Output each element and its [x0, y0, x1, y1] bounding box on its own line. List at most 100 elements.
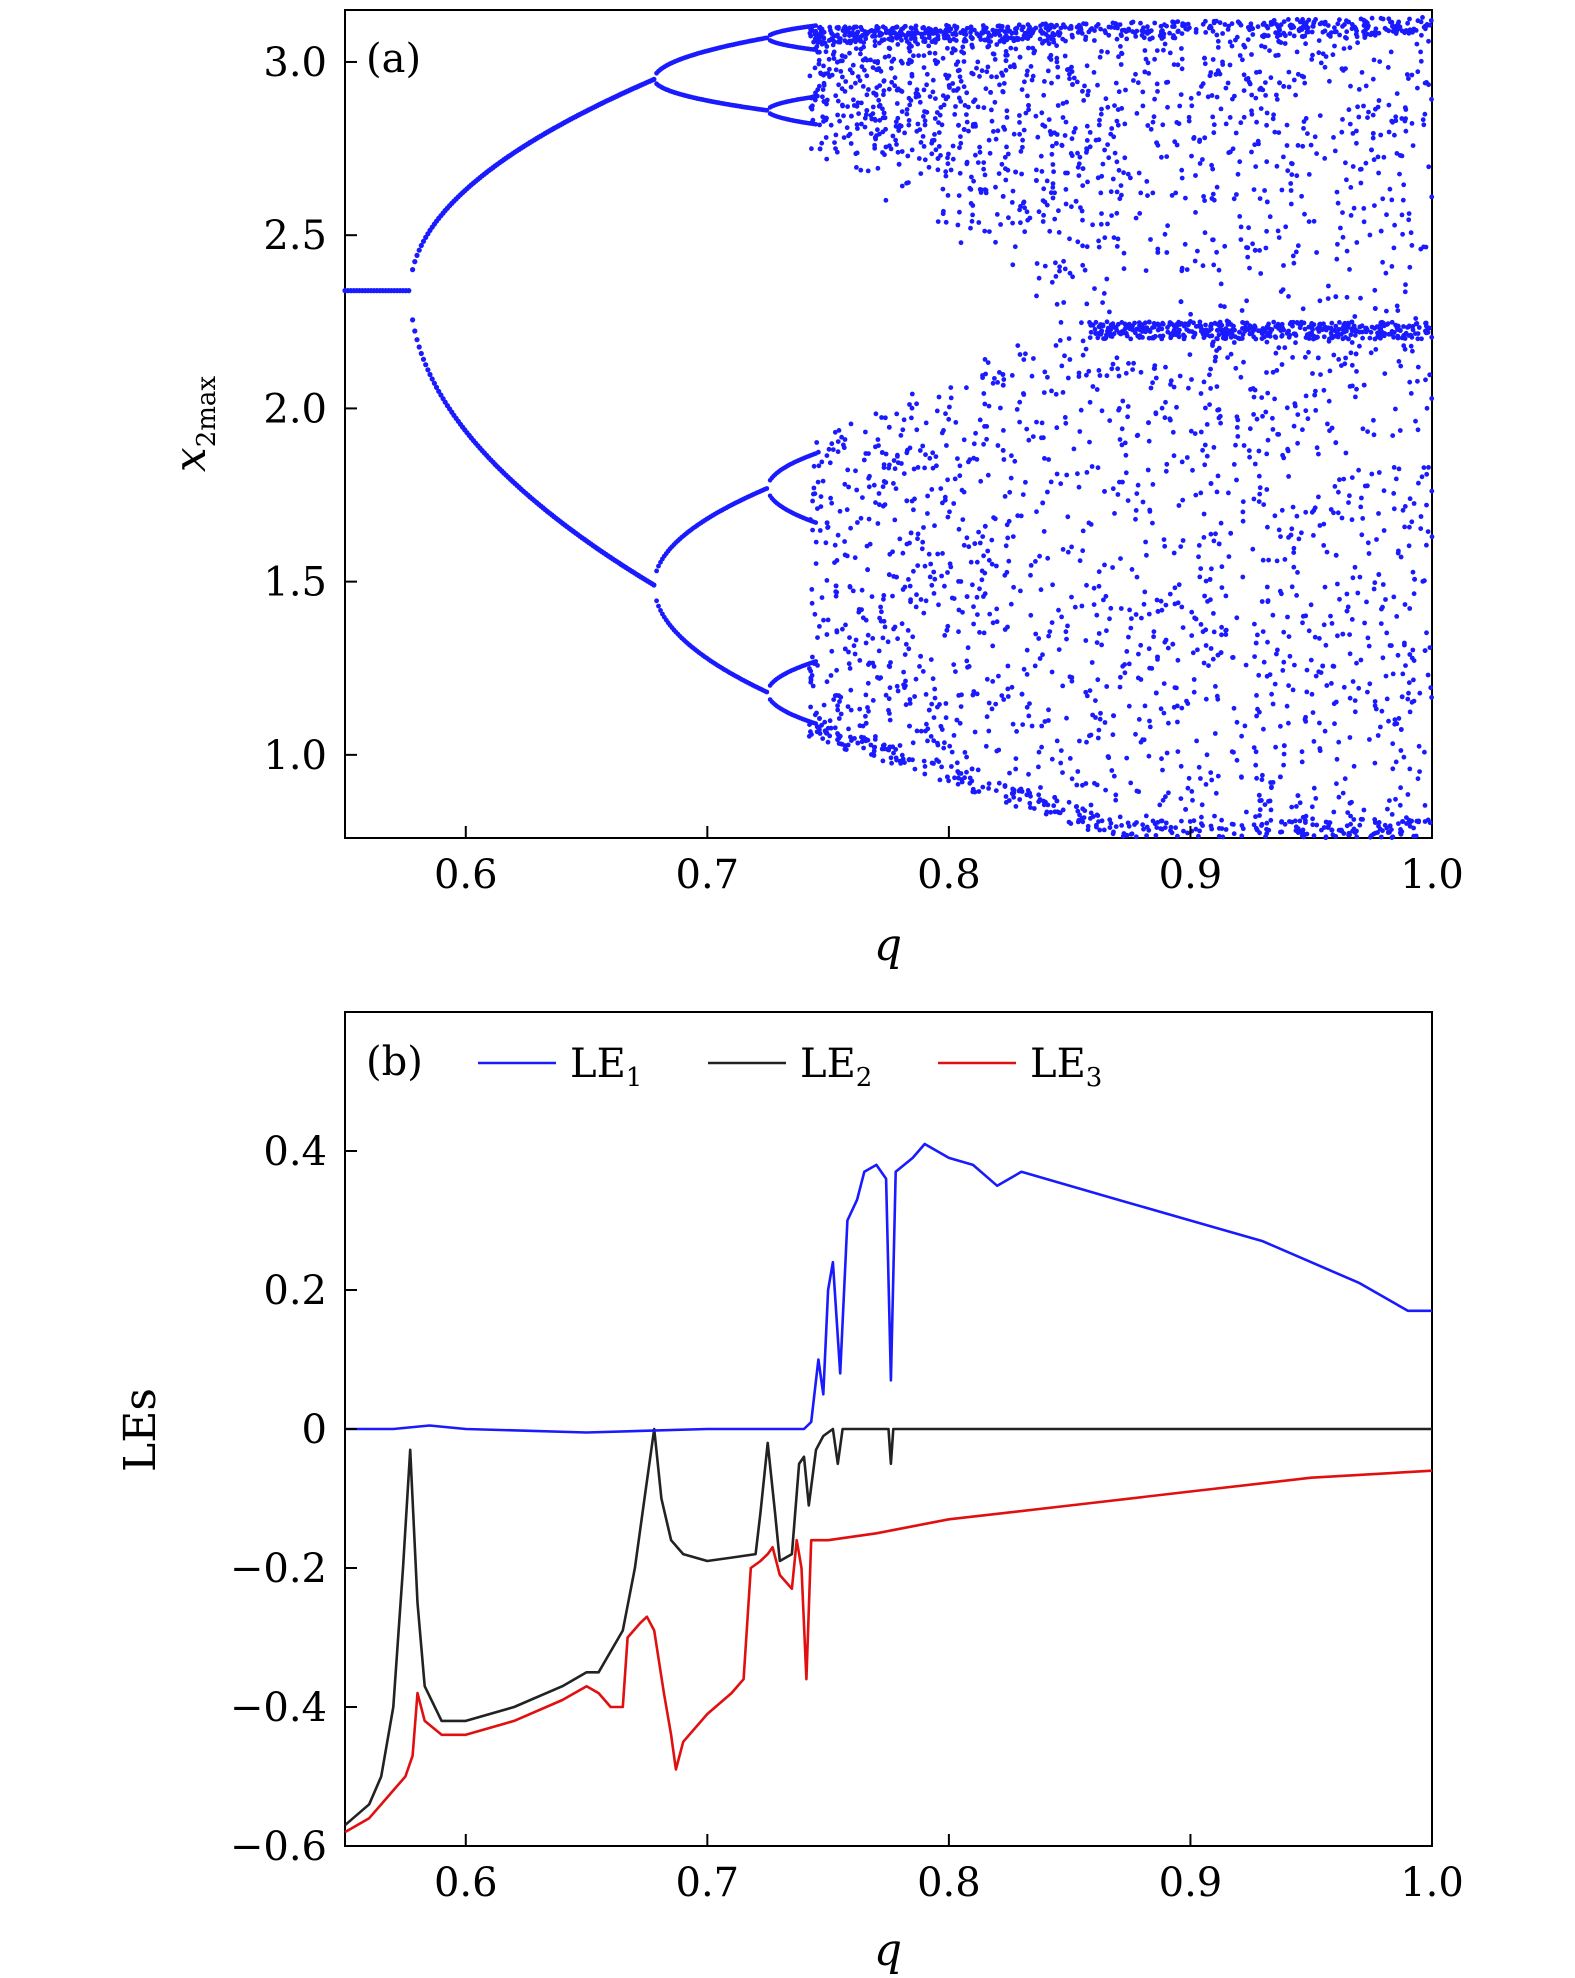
- bifurcation-point: [971, 441, 977, 447]
- bifurcation-point: [1275, 321, 1281, 327]
- bifurcation-point: [906, 30, 911, 36]
- bifurcation-point: [1372, 703, 1378, 709]
- bifurcation-point: [1191, 689, 1197, 695]
- bifurcation-point: [1087, 733, 1092, 739]
- bifurcation-point: [1392, 717, 1398, 722]
- bifurcation-point: [836, 428, 842, 433]
- bifurcation-point: [1058, 320, 1064, 325]
- bifurcation-point: [1209, 566, 1214, 572]
- bifurcation-point: [941, 745, 947, 751]
- bifurcation-point: [1153, 690, 1159, 696]
- bifurcation-point: [1231, 705, 1237, 711]
- bifurcation-point: [1076, 484, 1082, 490]
- bifurcation-point: [1049, 756, 1055, 762]
- bifurcation-point: [1048, 479, 1054, 485]
- bifurcation-point: [1257, 807, 1263, 813]
- bifurcation-point: [1353, 351, 1359, 357]
- bifurcation-point: [1291, 545, 1297, 551]
- bifurcation-point: [1274, 30, 1280, 36]
- bifurcation-point: [1207, 333, 1213, 339]
- bifurcation-point: [832, 140, 837, 146]
- bifurcation-point: [1300, 306, 1306, 312]
- bifurcation-point: [1167, 591, 1173, 597]
- bifurcation-point: [1421, 122, 1427, 128]
- bifurcation-point: [1337, 320, 1342, 325]
- bifurcation-point: [1202, 198, 1207, 204]
- bifurcation-point: [1196, 91, 1202, 96]
- bifurcation-point: [1026, 45, 1031, 51]
- bifurcation-point: [1312, 634, 1318, 640]
- bifurcation-point: [1361, 103, 1366, 109]
- bifurcation-point: [952, 30, 958, 35]
- bifurcation-point: [1345, 604, 1351, 610]
- bifurcation-point: [1342, 361, 1348, 367]
- bifurcation-point: [1223, 85, 1229, 91]
- bifurcation-point: [870, 65, 876, 70]
- bifurcation-point: [924, 82, 929, 88]
- bifurcation-point: [951, 501, 957, 506]
- bifurcation-point: [1325, 23, 1331, 28]
- bifurcation-point: [1328, 30, 1334, 35]
- bifurcation-point: [1050, 195, 1056, 201]
- bifurcation-point: [1288, 181, 1294, 186]
- bifurcation-point: [808, 668, 814, 674]
- bifurcation-point: [1030, 73, 1036, 79]
- bifurcation-point: [1025, 788, 1031, 793]
- bifurcation-point: [1195, 248, 1200, 254]
- bifurcation-point: [1133, 612, 1139, 617]
- bifurcation-point: [1040, 21, 1046, 27]
- bifurcation-point: [1189, 609, 1195, 615]
- bifurcation-point: [942, 740, 947, 746]
- bifurcation-point: [1204, 752, 1210, 758]
- bifurcation-point: [1278, 40, 1284, 45]
- bifurcation-point: [967, 457, 973, 462]
- bifurcation-point: [1354, 328, 1360, 334]
- bifurcation-point: [1063, 629, 1069, 635]
- bifurcation-point: [1411, 677, 1416, 683]
- bifurcation-point: [1310, 822, 1316, 828]
- bifurcation-point: [1387, 823, 1393, 829]
- bifurcation-point: [865, 30, 871, 35]
- bifurcation-point: [1067, 26, 1072, 31]
- bifurcation-point: [1204, 422, 1210, 427]
- bifurcation-point: [1350, 575, 1356, 581]
- bifurcation-point: [972, 729, 978, 735]
- bifurcation-point: [1115, 366, 1121, 372]
- bifurcation-point: [899, 89, 905, 94]
- bifurcation-point: [1216, 541, 1222, 547]
- bifurcation-point: [818, 39, 824, 45]
- bifurcation-point: [1208, 324, 1213, 329]
- bifurcation-point: [875, 67, 880, 73]
- bifurcation-point: [1287, 653, 1293, 659]
- bifurcation-point: [1002, 572, 1008, 578]
- bifurcation-point: [1286, 17, 1291, 22]
- bifurcation-point: [1379, 708, 1385, 714]
- bifurcation-point: [1187, 352, 1193, 357]
- bifurcation-point: [1014, 407, 1020, 412]
- x-tick-label-a: 0.7: [676, 852, 740, 898]
- bifurcation-point: [907, 402, 912, 407]
- bifurcation-point: [1400, 819, 1405, 824]
- bifurcation-point: [1329, 827, 1335, 833]
- bifurcation-point: [1212, 813, 1217, 819]
- legend: LE1 LE2 LE3: [478, 1041, 1102, 1093]
- bifurcation-point: [1136, 333, 1142, 339]
- bifurcation-point: [1071, 446, 1077, 452]
- bifurcation-point: [1293, 92, 1298, 98]
- bifurcation-point: [1329, 681, 1334, 686]
- bifurcation-point: [1399, 28, 1405, 34]
- bifurcation-point: [915, 465, 921, 470]
- bifurcation-point: [944, 443, 949, 448]
- bifurcation-point: [1180, 538, 1186, 543]
- bifurcation-point: [1390, 741, 1396, 747]
- bifurcation-point: [1130, 327, 1135, 333]
- bifurcation-point: [1402, 642, 1407, 648]
- bifurcation-point: [950, 143, 956, 149]
- bifurcation-point: [1142, 589, 1148, 595]
- bifurcation-point: [1150, 119, 1156, 125]
- bifurcation-point: [1052, 190, 1057, 196]
- bifurcation-point: [1311, 218, 1317, 224]
- bifurcation-point: [1290, 504, 1296, 510]
- bifurcation-point: [1077, 154, 1083, 160]
- bifurcation-point: [976, 789, 982, 794]
